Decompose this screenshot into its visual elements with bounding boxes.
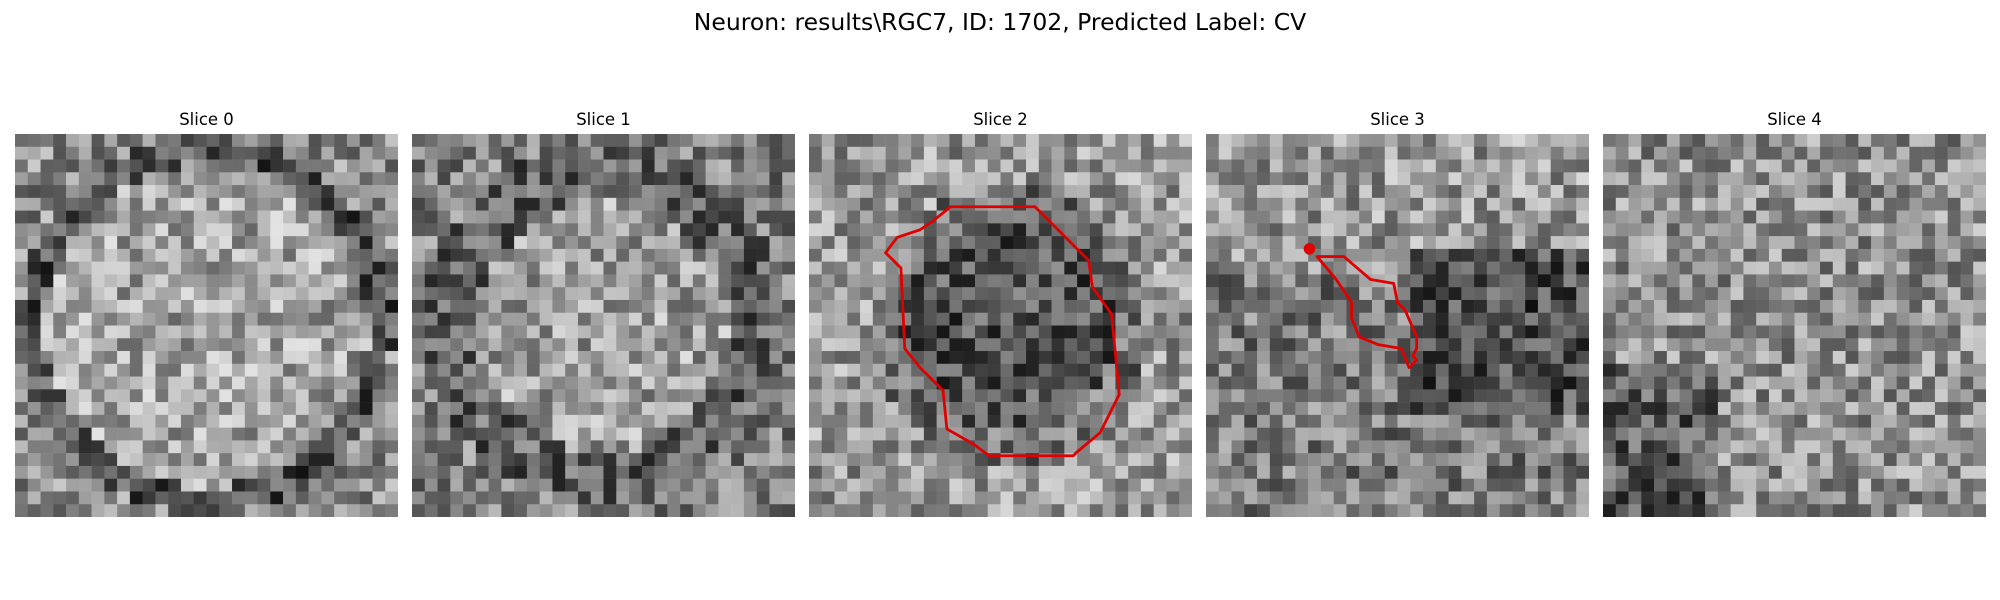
contour-outline [884, 205, 1121, 458]
contour-point [1303, 243, 1316, 255]
panel-title: Slice 4 [1767, 110, 1822, 129]
slice-image [809, 134, 1192, 517]
panel-slice-1: Slice 1 [412, 110, 795, 517]
slice-image [15, 134, 398, 517]
figure-title: Neuron: results\RGC7, ID: 1702, Predicte… [693, 8, 1307, 36]
slice-image [1206, 134, 1589, 517]
slice-image [412, 134, 795, 517]
contour-outline [1315, 255, 1419, 370]
panel-slice-0: Slice 0 [15, 110, 398, 517]
panel-title: Slice 0 [179, 110, 234, 129]
panel-title: Slice 1 [576, 110, 631, 129]
panel-title: Slice 3 [1370, 110, 1425, 129]
slice-image [1603, 134, 1986, 517]
panel-slice-2: Slice 2 [809, 110, 1192, 517]
panel-slice-3: Slice 3 [1206, 110, 1589, 517]
panel-slice-4: Slice 4 [1603, 110, 1986, 517]
panel-title: Slice 2 [973, 110, 1028, 129]
